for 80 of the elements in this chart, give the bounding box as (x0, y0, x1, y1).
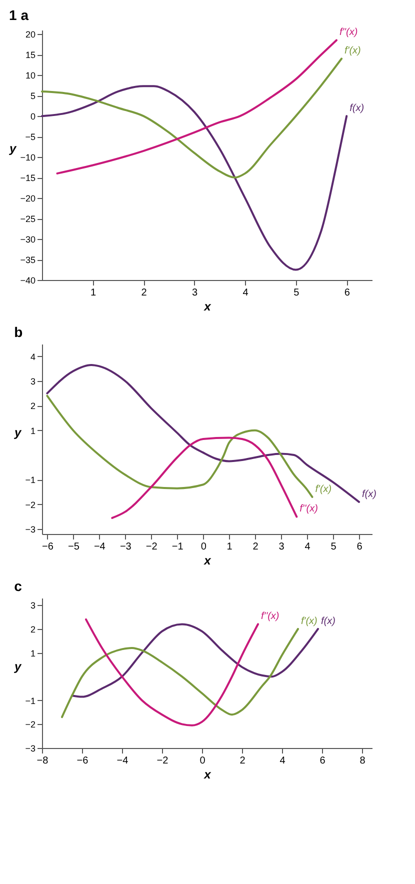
x-tick-label: −4 (94, 542, 106, 552)
line-series (61, 628, 299, 718)
series-label: f'(x) (315, 484, 332, 495)
x-tick-label: 6 (344, 288, 350, 298)
line-series (46, 364, 360, 503)
series-label: f''(x) (261, 611, 280, 622)
x-tick-label: 0 (200, 756, 206, 766)
y-tick-label: 10 (25, 70, 36, 81)
chart-title: 1 a (9, 7, 29, 24)
y-tick-label: −40 (20, 276, 36, 286)
x-axis-title: x (203, 768, 212, 782)
x-tick-label: 6 (356, 542, 363, 552)
y-tick-label: −35 (20, 255, 36, 266)
y-tick-label: −2 (25, 500, 36, 510)
y-tick-label: 2 (30, 401, 36, 412)
series-label: f(x) (321, 616, 336, 627)
y-tick-label: −1 (25, 696, 36, 706)
x-tick-label: −5 (68, 542, 80, 552)
y-tick-label: −25 (20, 214, 36, 224)
y-tick-label: 1 (30, 648, 36, 658)
series-label: f'(x) (301, 616, 318, 627)
x-tick-label: 1 (90, 288, 96, 298)
y-tick-label: 0 (30, 112, 36, 122)
series-label: f'(x) (344, 46, 361, 57)
x-tick-label: 3 (278, 542, 285, 552)
series-label: f''(x) (339, 27, 358, 38)
chart-title: c (14, 578, 22, 594)
line-series (46, 394, 314, 498)
x-tick-label: −2 (146, 542, 158, 552)
y-tick-label: −3 (25, 744, 36, 754)
x-tick-label: 2 (252, 542, 259, 552)
y-tick-label: −30 (20, 234, 36, 245)
x-tick-label: 8 (360, 756, 366, 766)
series-label: f''(x) (300, 504, 318, 515)
y-tick-label: 2 (30, 624, 36, 634)
y-tick-label: 4 (30, 352, 36, 362)
y-tick-label: −1 (25, 475, 36, 486)
x-tick-label: 6 (320, 756, 326, 766)
x-tick-label: 4 (280, 756, 286, 766)
y-tick-label: −2 (25, 720, 36, 730)
x-tick-label: 0 (200, 542, 207, 552)
x-tick-label: −8 (36, 756, 49, 766)
chart-title: b (14, 324, 23, 340)
line-series (41, 58, 343, 179)
y-tick-label: 20 (25, 30, 36, 40)
y-tick-label: 15 (25, 50, 36, 60)
line-series (41, 85, 348, 271)
y-axis-title: y (8, 142, 18, 156)
y-tick-label: 3 (30, 376, 36, 387)
x-tick-label: 3 (192, 288, 198, 298)
x-tick-label: −3 (120, 542, 132, 552)
x-tick-label: 1 (226, 542, 233, 552)
y-axis-title: y (14, 426, 23, 440)
y-tick-label: −20 (20, 194, 36, 204)
x-tick-label: −6 (76, 756, 89, 766)
line-series (56, 39, 338, 174)
y-tick-label: 1 (30, 426, 36, 436)
x-tick-label: 4 (242, 288, 249, 298)
x-tick-label: 5 (294, 288, 300, 298)
y-axis-title: y (14, 660, 23, 674)
line-series (111, 436, 298, 519)
x-tick-label: −6 (42, 542, 54, 552)
x-tick-label: −1 (172, 542, 184, 552)
y-tick-label: −3 (25, 524, 36, 535)
series-label: f(x) (350, 103, 364, 114)
x-tick-label: 4 (304, 542, 311, 552)
x-tick-label: −2 (156, 756, 169, 766)
x-axis-title: x (203, 554, 212, 568)
line-series (85, 618, 259, 726)
series-label: f(x) (362, 488, 376, 500)
y-tick-label: 3 (30, 600, 36, 611)
x-tick-label: 2 (240, 756, 246, 766)
y-tick-label: 5 (30, 91, 36, 102)
x-tick-label: −4 (116, 756, 129, 766)
y-tick-label: −15 (20, 173, 36, 184)
y-tick-label: −10 (20, 152, 36, 163)
x-axis-title: x (203, 300, 212, 314)
x-tick-label: 5 (330, 542, 337, 552)
y-tick-label: −5 (25, 132, 36, 142)
x-tick-label: 2 (141, 288, 148, 298)
